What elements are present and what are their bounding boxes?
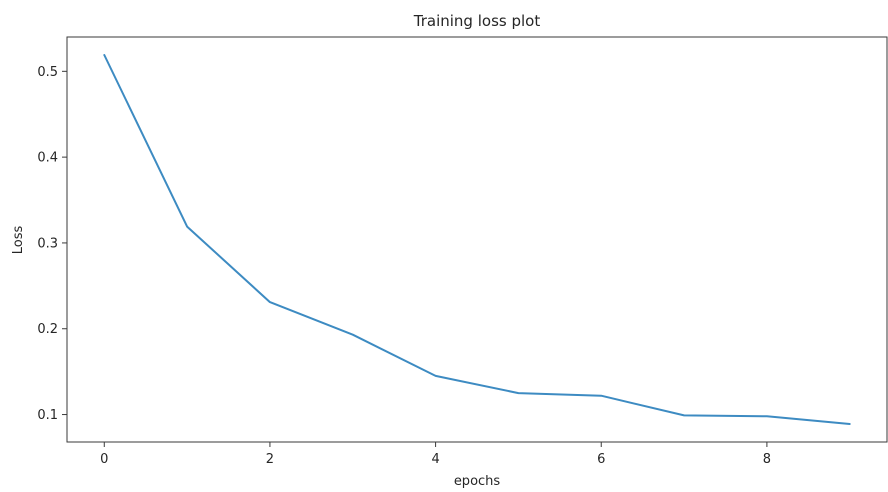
x-tick-label: 8: [763, 452, 771, 467]
y-tick-label: 0.2: [37, 322, 58, 337]
loss-point: [351, 333, 355, 337]
loss-line: [103, 54, 851, 425]
loss-point: [516, 391, 520, 395]
loss-point: [765, 414, 769, 418]
x-tick-label: 6: [597, 452, 605, 467]
loss-point: [185, 225, 189, 229]
chart-title: Training loss plot: [413, 12, 541, 30]
loss-point: [268, 300, 272, 304]
x-tick-label: 0: [100, 452, 108, 467]
y-tick-label: 0.3: [37, 236, 58, 251]
y-tick-label: 0.5: [37, 65, 58, 80]
loss-point: [102, 53, 106, 57]
loss-point: [434, 374, 438, 378]
x-axis: 0 2 4 6 8: [100, 442, 771, 467]
y-tick-label: 0.1: [37, 408, 58, 423]
series-layer: [102, 53, 852, 426]
loss-point: [848, 422, 852, 426]
x-tick-label: 4: [431, 452, 439, 467]
x-tick-label: 2: [266, 452, 274, 467]
y-tick-label: 0.4: [37, 151, 58, 166]
loss-point: [599, 394, 603, 398]
x-axis-label: epochs: [454, 474, 501, 489]
loss-point: [682, 413, 686, 417]
y-axis-label: Loss: [11, 226, 26, 255]
plot-frame: [66, 36, 888, 443]
y-axis: 0.1 0.2 0.3 0.4 0.5: [37, 65, 67, 423]
